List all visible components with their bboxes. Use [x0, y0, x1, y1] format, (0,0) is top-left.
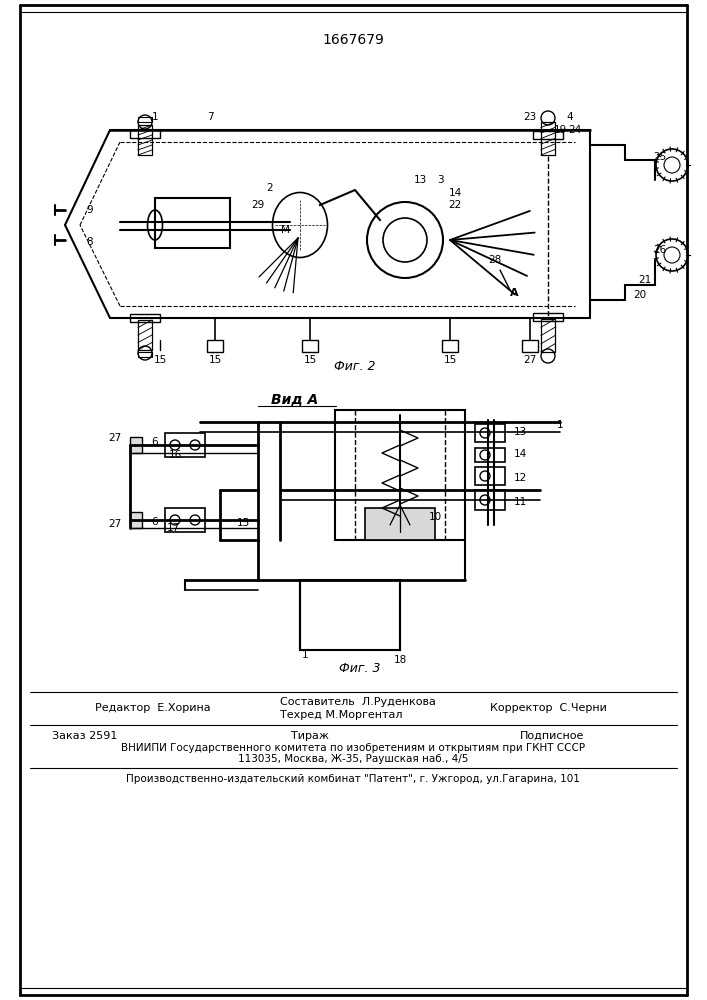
Text: 3: 3 — [437, 175, 443, 185]
Bar — [533, 313, 563, 321]
Bar — [533, 131, 563, 139]
Text: 27: 27 — [108, 433, 122, 443]
Text: M: M — [281, 225, 289, 235]
Text: 28: 28 — [489, 255, 502, 265]
Text: 19: 19 — [554, 125, 566, 135]
Bar — [130, 130, 160, 138]
Text: 15: 15 — [303, 355, 317, 365]
Text: Тираж: Тираж — [291, 731, 329, 741]
Text: 4: 4 — [567, 112, 573, 122]
Text: 20: 20 — [633, 290, 647, 300]
Bar — [541, 319, 555, 352]
Bar — [365, 508, 435, 540]
Text: 1: 1 — [556, 420, 563, 430]
Text: Составитель  Л.Руденкова: Составитель Л.Руденкова — [280, 697, 436, 707]
Text: 15: 15 — [443, 355, 457, 365]
Text: 23: 23 — [523, 112, 537, 122]
Text: Вид А: Вид А — [271, 393, 319, 407]
Text: 13: 13 — [513, 427, 527, 437]
Text: Фиг. 3: Фиг. 3 — [339, 662, 381, 674]
Text: Редактор  Е.Хорина: Редактор Е.Хорина — [95, 703, 211, 713]
Bar — [138, 352, 152, 357]
Bar — [475, 490, 505, 510]
Text: 15: 15 — [153, 355, 167, 365]
Text: 1: 1 — [302, 650, 308, 660]
Text: 6: 6 — [152, 517, 158, 527]
Bar — [207, 340, 223, 352]
Text: 113035, Москва, Ж-35, Раушская наб., 4/5: 113035, Москва, Ж-35, Раушская наб., 4/5 — [238, 754, 468, 764]
Text: 12: 12 — [513, 473, 527, 483]
Text: 21: 21 — [638, 275, 652, 285]
Bar — [541, 122, 555, 155]
Text: 8: 8 — [87, 237, 93, 247]
Text: Фиг. 2: Фиг. 2 — [334, 360, 375, 373]
Text: 15: 15 — [236, 518, 250, 528]
Text: 1: 1 — [152, 112, 158, 122]
Text: Подписное: Подписное — [520, 731, 585, 741]
Text: 16: 16 — [168, 450, 182, 460]
Bar — [522, 340, 538, 352]
Bar — [475, 467, 505, 485]
Text: 11: 11 — [513, 497, 527, 507]
Bar — [130, 437, 142, 453]
Bar — [138, 320, 152, 350]
Text: 18: 18 — [393, 655, 407, 665]
Text: 26: 26 — [653, 245, 667, 255]
Bar — [475, 448, 505, 462]
Text: 24: 24 — [568, 125, 582, 135]
Bar — [138, 125, 152, 155]
Text: 1667679: 1667679 — [322, 33, 384, 47]
Text: 14: 14 — [513, 449, 527, 459]
Bar — [138, 117, 152, 122]
Bar — [130, 512, 142, 528]
Bar — [335, 410, 465, 540]
Bar — [302, 340, 318, 352]
Text: 14: 14 — [448, 188, 462, 198]
Text: 27: 27 — [523, 355, 537, 365]
Bar — [475, 424, 505, 442]
Bar — [155, 198, 230, 248]
Text: A: A — [510, 288, 518, 298]
Text: 13: 13 — [414, 175, 426, 185]
Text: Корректор  С.Черни: Корректор С.Черни — [490, 703, 607, 713]
Bar — [165, 508, 205, 532]
Text: Техред М.Моргентал: Техред М.Моргентал — [280, 710, 402, 720]
Text: 22: 22 — [448, 200, 462, 210]
Bar — [442, 340, 458, 352]
Text: 29: 29 — [252, 200, 264, 210]
Text: ВНИИПИ Государственного комитета по изобретениям и открытиям при ГКНТ СССР: ВНИИПИ Государственного комитета по изоб… — [121, 743, 585, 753]
Text: 15: 15 — [209, 355, 221, 365]
Text: 17: 17 — [166, 523, 180, 533]
Text: 27: 27 — [108, 519, 122, 529]
Text: Производственно-издательский комбинат "Патент", г. Ужгород, ул.Гагарина, 101: Производственно-издательский комбинат "П… — [126, 774, 580, 784]
Text: 7: 7 — [206, 112, 214, 122]
Text: 25: 25 — [653, 152, 667, 162]
Bar — [300, 580, 400, 650]
Text: 2: 2 — [267, 183, 274, 193]
Text: 9: 9 — [87, 205, 93, 215]
Text: 6: 6 — [152, 437, 158, 447]
Bar — [130, 314, 160, 322]
Bar — [165, 433, 205, 457]
Text: 10: 10 — [428, 512, 442, 522]
Text: Заказ 2591: Заказ 2591 — [52, 731, 117, 741]
